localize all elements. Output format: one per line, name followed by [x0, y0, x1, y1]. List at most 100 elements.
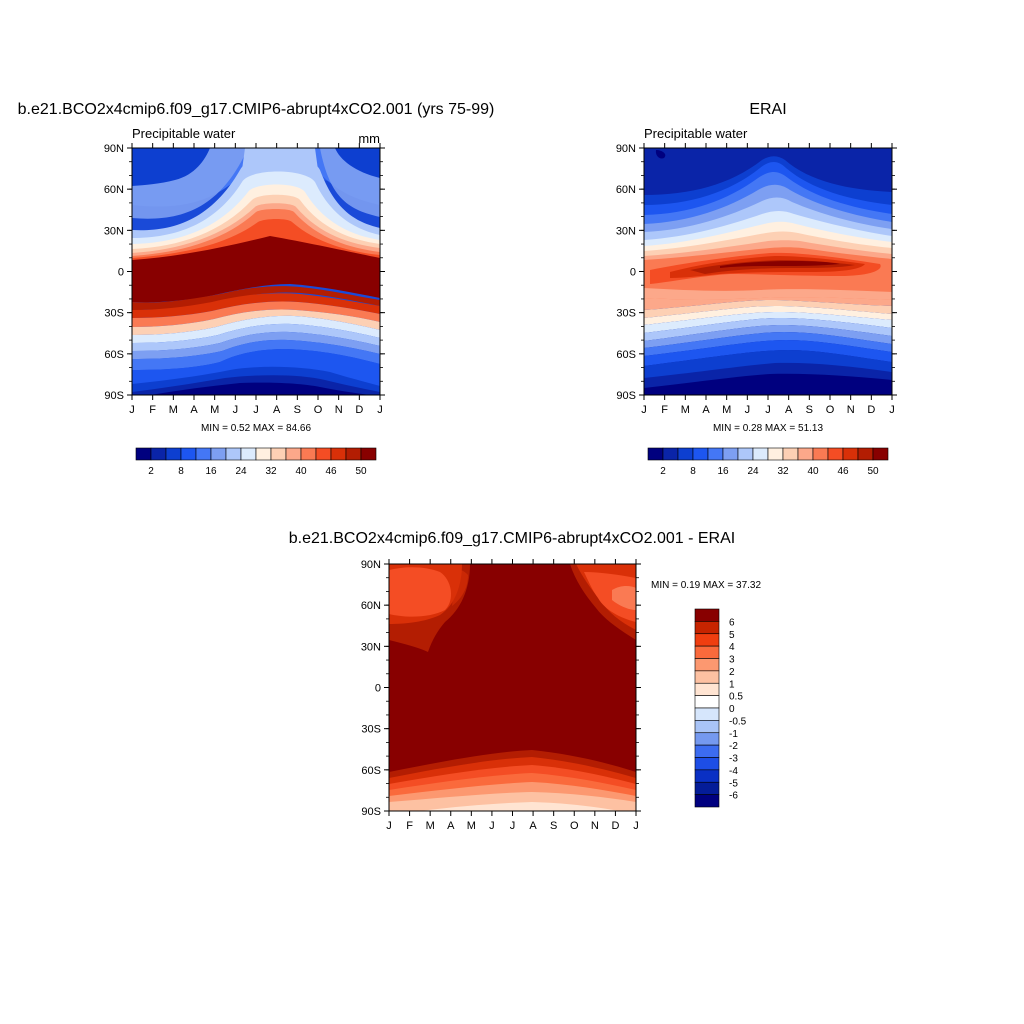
y-tick-label: 30S: [616, 308, 636, 320]
colorbar-swatch: [694, 732, 720, 746]
x-tick-label: O: [826, 404, 835, 416]
colorbar-tick-label: 32: [265, 466, 277, 477]
y-tick-label: 90S: [616, 390, 636, 402]
difference-contour-band: [440, 567, 468, 606]
y-tick-label: 90N: [104, 143, 124, 155]
x-tick-label: A: [702, 404, 710, 416]
colorbar-tick-label: 50: [355, 466, 367, 477]
x-tick-label: A: [785, 404, 793, 416]
y-tick-label: 60S: [361, 765, 381, 777]
model-contour-band: [132, 236, 380, 303]
colorbar-tick-label: 1: [729, 679, 735, 690]
model-contour-band: [132, 286, 380, 310]
model-contour-band: [132, 315, 380, 343]
x-tick-label: M: [681, 404, 690, 416]
y-tick-label: 30N: [616, 225, 636, 237]
x-tick-label: A: [447, 820, 455, 832]
model-contour-band: [132, 339, 380, 370]
y-tick-label: 0: [630, 267, 636, 279]
model-contour-band: [132, 331, 380, 359]
model-title: b.e21.BCO2x4cmip6.f09_g17.CMIP6-abrupt4x…: [18, 101, 495, 118]
x-tick-label: J: [633, 820, 639, 832]
obs-panel: ERAI Precipitable water: [616, 101, 897, 477]
colorbar-swatch: [694, 645, 720, 659]
colorbar-swatch: [692, 447, 709, 461]
x-tick-label: F: [149, 404, 156, 416]
colorbar-swatch: [210, 447, 227, 461]
y-tick-label: 90S: [104, 390, 124, 402]
x-tick-label: J: [765, 404, 771, 416]
x-tick-label: N: [847, 404, 855, 416]
colorbar-swatch: [694, 707, 720, 721]
difference-panel: b.e21.BCO2x4cmip6.f09_g17.CMIP6-abrupt4x…: [289, 530, 762, 832]
x-tick-label: D: [611, 820, 619, 832]
colorbar-swatch: [694, 670, 720, 684]
colorbar-tick-label: 24: [747, 466, 759, 477]
colorbar-tick-label: 16: [205, 466, 217, 477]
y-tick-label: 30S: [361, 724, 381, 736]
x-tick-label: J: [386, 820, 392, 832]
colorbar-tick-label: 2: [148, 466, 154, 477]
colorbar-swatch: [694, 695, 720, 709]
x-tick-label: A: [529, 820, 537, 832]
colorbar-swatch: [694, 769, 720, 783]
model-contour-band: [132, 148, 210, 186]
model-colorbar: 2 8 16 24 32 40 46 50: [135, 447, 377, 477]
x-tick-label: M: [169, 404, 178, 416]
y-tick-label: 0: [118, 267, 124, 279]
colorbar-swatch: [694, 658, 720, 672]
colorbar-swatch: [842, 447, 859, 461]
x-tick-label: M: [722, 404, 731, 416]
y-tick-label: 90S: [361, 806, 381, 818]
model-contour-field: [132, 148, 380, 395]
colorbar-swatch: [647, 447, 664, 461]
x-tick-label: D: [867, 404, 875, 416]
colorbar-swatch: [195, 447, 212, 461]
obs-variable-label: Precipitable water: [644, 126, 748, 141]
model-contour-band: [335, 148, 380, 178]
colorbar-swatch: [694, 633, 720, 647]
difference-colorbar: 6 54 321 0.50-0.5 -1-2 -3-4-5 -6: [694, 608, 747, 808]
colorbar-swatch: [872, 447, 889, 461]
x-tick-label: M: [467, 820, 476, 832]
colorbar-tick-label: 8: [178, 466, 184, 477]
colorbar-swatch: [135, 447, 152, 461]
colorbar-swatch: [827, 447, 844, 461]
colorbar-tick-label: 40: [807, 466, 819, 477]
x-tick-label: D: [355, 404, 363, 416]
difference-contour-field: [389, 564, 636, 811]
model-contour-band: [242, 148, 318, 170]
y-tick-label: 30N: [361, 641, 381, 653]
obs-contour-band: [644, 332, 892, 356]
model-variable-label: Precipitable water: [132, 126, 236, 141]
y-tick-label: 30S: [104, 308, 124, 320]
colorbar-swatch: [677, 447, 694, 461]
y-tick-label: 60N: [104, 184, 124, 196]
y-tick-label: 60N: [616, 184, 636, 196]
model-min-max: MIN = 0.52 MAX = 84.66: [201, 423, 311, 434]
colorbar-swatch: [315, 447, 332, 461]
colorbar-swatch: [270, 447, 287, 461]
colorbar-swatch: [180, 447, 197, 461]
model-contour-band: [132, 309, 380, 335]
x-tick-label: M: [210, 404, 219, 416]
colorbar-tick-label: 46: [325, 466, 337, 477]
difference-contour-band: [584, 572, 636, 622]
colorbar-swatch: [255, 447, 272, 461]
colorbar-tick-label: -0.5: [729, 716, 747, 727]
y-tick-label: 60S: [616, 349, 636, 361]
obs-contour-band: [644, 288, 892, 300]
obs-contour-band: [655, 150, 666, 159]
obs-contour-band: [644, 312, 892, 333]
model-panel: b.e21.BCO2x4cmip6.f09_g17.CMIP6-abrupt4x…: [18, 101, 495, 477]
colorbar-swatch: [694, 794, 720, 808]
colorbar-tick-label: -2: [729, 741, 738, 752]
obs-contour-band: [644, 300, 892, 318]
x-tick-label: O: [570, 820, 579, 832]
colorbar-tick-label: 50: [867, 466, 879, 477]
colorbar-swatch: [360, 447, 377, 461]
colorbar-swatch: [330, 447, 347, 461]
colorbar-tick-label: 32: [777, 466, 789, 477]
